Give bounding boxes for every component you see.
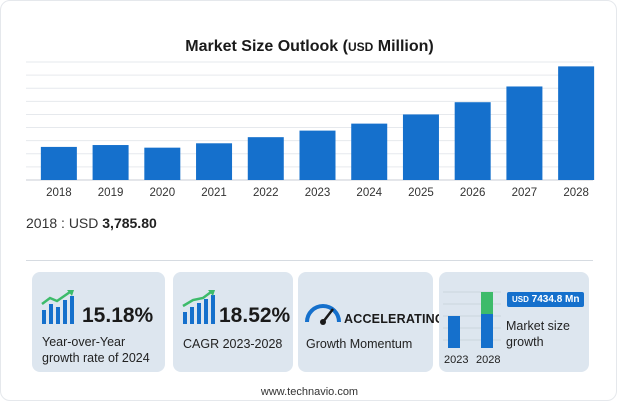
growth-bars-icon	[41, 290, 74, 324]
bar-2022	[247, 137, 284, 180]
bar-2018	[40, 146, 77, 180]
chart-title: Market Size Outlook (USD Million)	[0, 38, 619, 56]
x-tick-label: 2024	[356, 187, 382, 199]
x-tick-label: 2019	[98, 187, 124, 199]
bar-2019	[92, 145, 129, 180]
momentum-status: ACCELERATING	[344, 312, 445, 326]
growth-label-2: growth	[506, 335, 544, 349]
x-tick-label: 2027	[512, 187, 538, 199]
bar-2028	[558, 66, 595, 180]
x-tick-label: 2026	[460, 187, 486, 199]
x-tick-label: 2023	[305, 187, 331, 199]
base-label: 2018 : USD	[26, 215, 99, 231]
momentum-card: ACCELERATING Growth Momentum	[298, 272, 445, 372]
base-value: 3,785.80	[102, 215, 157, 231]
footer-source: www.technavio.com	[260, 386, 359, 398]
yoy-label-2: growth rate of 2024	[42, 351, 150, 365]
growth-year-2: 2028	[476, 354, 501, 366]
yoy-value: 15.18%	[82, 304, 154, 327]
x-tick-label: 2021	[201, 187, 227, 199]
growth-year-1: 2023	[444, 354, 469, 366]
growth-badge-value: 7434.8 Mn	[531, 294, 580, 305]
divider	[26, 260, 593, 261]
x-tick-label: 2025	[408, 187, 434, 199]
yoy-card: 15.18% Year-over-Year growth rate of 202…	[32, 272, 165, 372]
growth-badge-unit: USD	[512, 295, 529, 304]
mini-bar-chart	[443, 291, 501, 348]
cagr-value: 18.52%	[219, 304, 291, 327]
momentum-label: Growth Momentum	[306, 337, 413, 351]
x-tick-label: 2022	[253, 187, 279, 199]
title-main: Market Size Outlook	[185, 38, 339, 55]
title-suffix: Million	[377, 38, 429, 55]
market-growth-card: USD 7434.8 Mn Market size growth 2023 20…	[439, 272, 589, 372]
base-year-value: 2018 : USD 3,785.80	[26, 215, 157, 231]
bar-2027	[506, 86, 543, 180]
speedometer-icon	[305, 304, 341, 325]
bar-2021	[196, 143, 233, 180]
bar-2025	[402, 114, 439, 180]
title-unit-group: (USD Million)	[342, 38, 434, 55]
bar-2026	[454, 102, 491, 180]
x-tick-label: 2028	[563, 187, 589, 199]
cagr-card: 18.52% CAGR 2023-2028	[173, 272, 293, 372]
title-unit: USD	[347, 40, 374, 54]
bar-chart: 2018 2019 2020 2021 2022 2023 2024 2025 2026 2027…	[26, 61, 595, 199]
bar-2023	[299, 130, 336, 180]
bar-2024	[351, 123, 388, 180]
growth-bars-icon	[182, 290, 215, 324]
growth-badge: USD 7434.8 Mn	[507, 292, 585, 307]
growth-label-1: Market size	[506, 319, 570, 333]
yoy-label-1: Year-over-Year	[42, 335, 126, 349]
x-tick-label: 2020	[150, 187, 176, 199]
cagr-label: CAGR 2023-2028	[183, 337, 283, 351]
x-tick-label: 2018	[46, 187, 72, 199]
bar-2020	[144, 147, 181, 180]
